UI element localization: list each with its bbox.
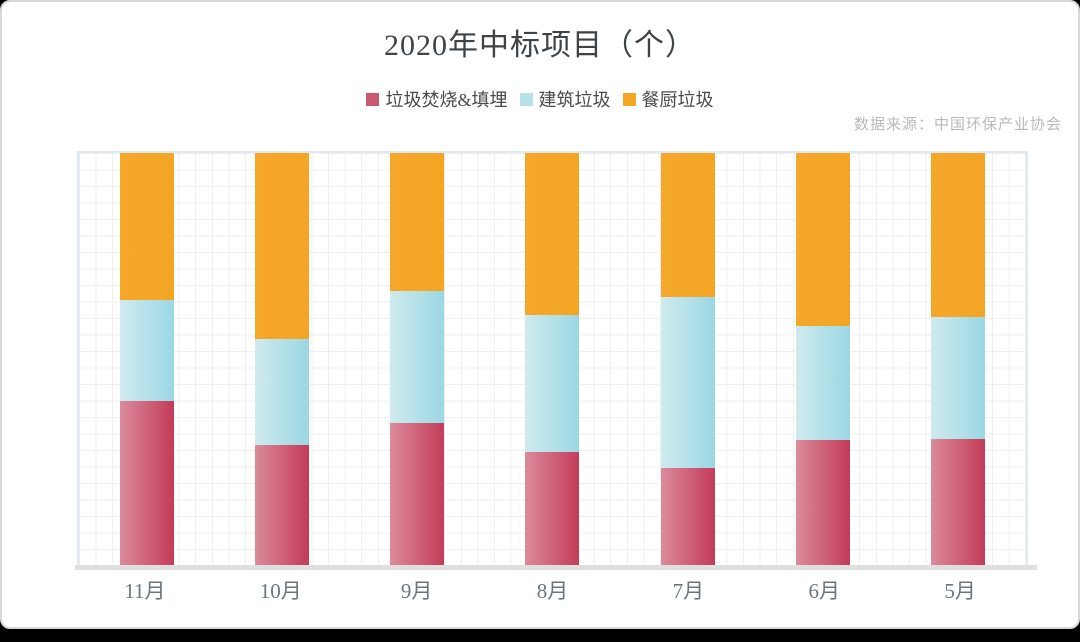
x-axis-label: 11月	[124, 579, 166, 603]
bar-cell	[79, 153, 214, 565]
stacked-bar[interactable]	[660, 153, 715, 565]
bar-cell	[620, 153, 755, 565]
bar-segment[interactable]	[525, 153, 580, 315]
bar-segment[interactable]	[390, 290, 445, 424]
legend-item[interactable]: 建筑垃圾	[519, 86, 611, 112]
chart-card: 2020年中标项目（个） 垃圾焚烧&填埋 建筑垃圾 餐厨垃圾 数据来源：中国环保产业…	[0, 0, 1080, 629]
bar-segment[interactable]	[931, 153, 986, 317]
data-source-note: 数据来源：中国环保产业协会	[853, 117, 1062, 133]
stacked-bar[interactable]	[931, 153, 986, 565]
bar-segment[interactable]	[390, 153, 445, 291]
stacked-bar[interactable]	[525, 153, 580, 565]
bar-segment[interactable]	[254, 153, 309, 340]
x-axis-label: 8月	[536, 579, 569, 603]
plot-area	[77, 151, 1028, 565]
stacked-bar[interactable]	[796, 153, 851, 565]
stacked-bar[interactable]	[390, 153, 445, 565]
bar-segment[interactable]	[660, 296, 715, 469]
legend-item[interactable]: 垃圾焚烧&填埋	[366, 86, 508, 112]
bar-cell	[350, 153, 485, 565]
bar-segment[interactable]	[796, 440, 851, 565]
stacked-bar[interactable]	[254, 153, 309, 565]
legend: 垃圾焚烧&填埋 建筑垃圾 餐厨垃圾	[2, 86, 1078, 112]
bar-segment[interactable]	[254, 445, 309, 565]
bar-segment[interactable]	[660, 468, 715, 565]
legend-label: 建筑垃圾	[538, 90, 611, 110]
bar-cell	[755, 153, 890, 565]
bar-segment[interactable]	[390, 423, 445, 565]
bar-segment[interactable]	[525, 452, 580, 565]
bar-segment[interactable]	[119, 401, 174, 565]
bar-segment[interactable]	[796, 325, 851, 441]
x-axis-label: 9月	[400, 579, 433, 603]
legend-label: 餐厨垃圾	[641, 90, 714, 110]
x-axis: 11月 10月 9月 8月 7月 6月 5月	[77, 575, 1028, 605]
legend-swatch-icon	[366, 92, 380, 106]
x-axis-line	[75, 565, 1037, 570]
x-axis-label: 10月	[259, 579, 302, 603]
bar-segment[interactable]	[525, 314, 580, 453]
bar-cell	[485, 153, 620, 565]
chart-title: 2020年中标项目（个）	[384, 29, 696, 62]
bar-segment[interactable]	[254, 339, 309, 446]
legend-swatch-icon	[622, 92, 636, 106]
bar-segment[interactable]	[119, 299, 174, 402]
legend-item[interactable]: 餐厨垃圾	[622, 86, 714, 112]
legend-label: 垃圾焚烧&填埋	[385, 90, 508, 110]
stacked-bar[interactable]	[119, 153, 174, 565]
bar-segment[interactable]	[796, 153, 851, 326]
bar-segment[interactable]	[931, 316, 986, 440]
bar-segment[interactable]	[119, 153, 174, 300]
bars-layer	[79, 153, 1026, 565]
x-axis-label: 7月	[672, 579, 705, 603]
bar-segment[interactable]	[660, 153, 715, 297]
x-axis-label: 6月	[808, 579, 840, 603]
bar-cell	[891, 153, 1026, 565]
x-axis-label: 5月	[944, 579, 976, 603]
bar-segment[interactable]	[931, 439, 986, 565]
legend-swatch-icon	[519, 92, 533, 106]
bar-cell	[214, 153, 349, 565]
